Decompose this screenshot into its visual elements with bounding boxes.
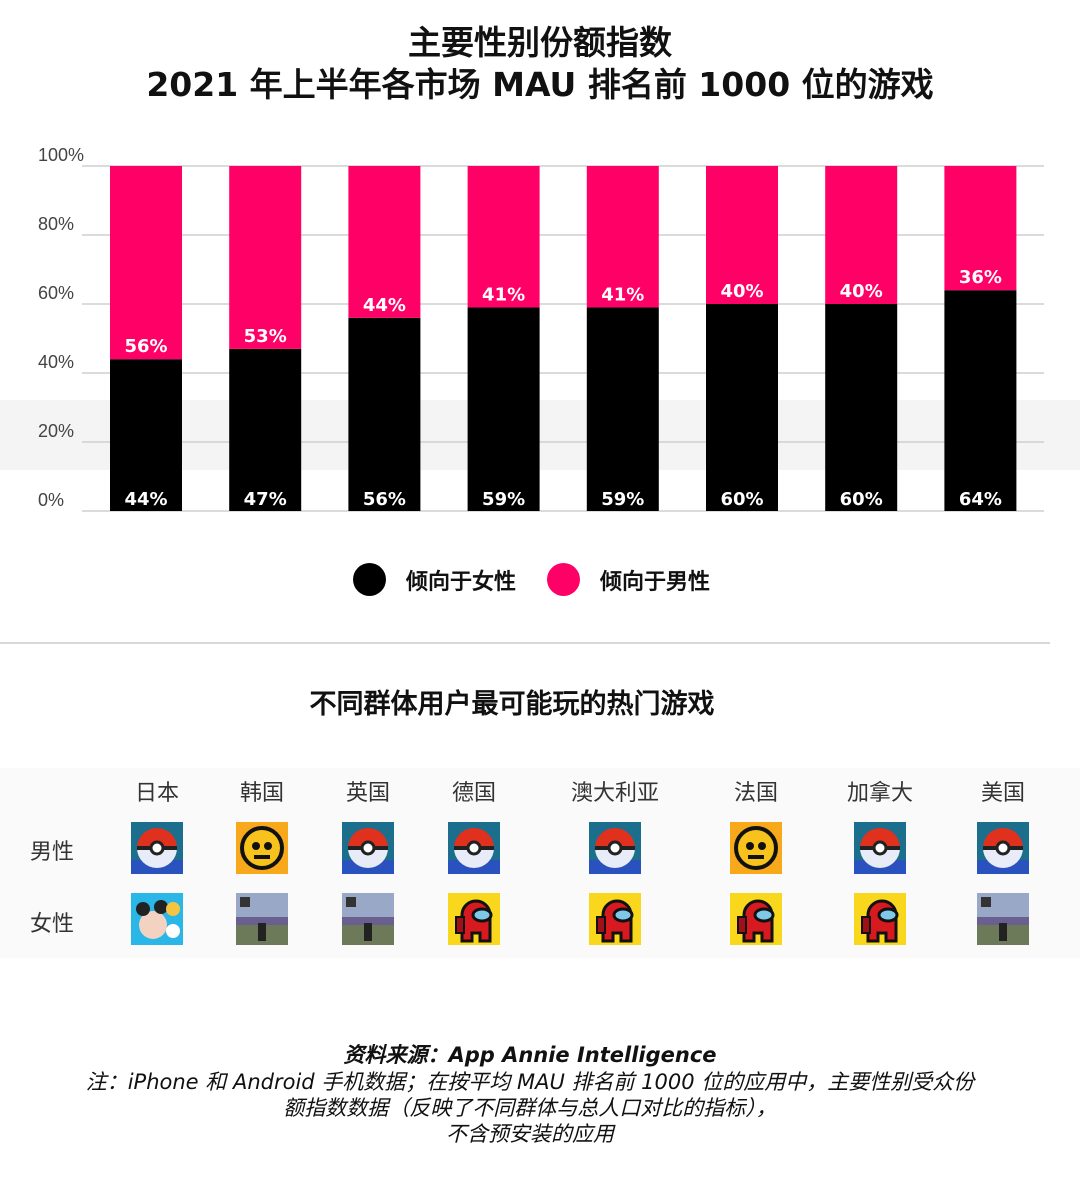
among-us-icon (730, 893, 782, 945)
data-label-male: 40% (720, 281, 763, 302)
legend-label-female: 倾向于女性 (406, 569, 517, 595)
row-label-female: 女性 (30, 912, 75, 937)
chart-subtitle: 2021 年上半年各市场 MAU 排名前 1000 位的游戏 (146, 65, 934, 104)
data-label-male: 41% (482, 284, 525, 305)
column-header: 英国 (345, 781, 391, 806)
y-tick-label: 100% (38, 145, 84, 165)
data-label-male: 56% (124, 336, 167, 357)
bar-male (586, 166, 659, 308)
bar-female (467, 307, 540, 511)
bar-female (825, 304, 898, 511)
legend-label-male: 倾向于男性 (600, 569, 711, 595)
data-label-male: 40% (840, 281, 883, 302)
bar-female (229, 348, 302, 511)
column-header: 日本 (134, 781, 180, 806)
pokemon-go-icon (589, 822, 641, 874)
row-label-male: 男性 (30, 840, 75, 865)
pokemon-go-icon (977, 822, 1029, 874)
bar-male (229, 166, 302, 349)
data-label-female: 44% (124, 489, 167, 510)
data-label-female: 56% (363, 489, 406, 510)
bar-female (586, 307, 659, 511)
note-line-3: 不含预安装的应用 (446, 1122, 614, 1146)
among-us-icon (854, 893, 906, 945)
bar-male (348, 166, 421, 318)
bar-male (825, 166, 898, 304)
source: 资料来源：App Annie Intelligence (343, 1043, 717, 1067)
divider (0, 642, 1050, 644)
bar-male (467, 166, 540, 308)
bar-female (110, 359, 182, 511)
data-label-female: 60% (840, 489, 883, 510)
data-label-female: 64% (959, 489, 1002, 510)
column-header: 加拿大 (846, 781, 914, 806)
data-label-female: 60% (720, 489, 763, 510)
bar-male (706, 166, 778, 304)
roblox-icon (236, 893, 288, 945)
data-label-male: 44% (363, 295, 406, 316)
chart-title: 主要性别份额指数 (408, 23, 672, 62)
pokemon-go-icon (448, 822, 500, 874)
y-tick-label: 20% (38, 421, 74, 441)
pokemon-go-icon (131, 822, 183, 874)
roblox-icon (977, 893, 1029, 945)
among-us-icon (448, 893, 500, 945)
data-label-male: 53% (244, 326, 287, 347)
bar-female (706, 304, 778, 511)
column-header: 德国 (451, 781, 497, 806)
note-line-2: 额指数数据（反映了不同群体与总人口对比的指标）， (283, 1096, 777, 1120)
brawl-stars-icon (236, 822, 288, 874)
data-label-male: 41% (601, 284, 644, 305)
pokemon-go-icon (854, 822, 906, 874)
bar-male (110, 166, 182, 360)
pokemon-go-icon (342, 822, 394, 874)
y-tick-label: 0% (38, 490, 64, 510)
y-tick-label: 80% (38, 214, 74, 234)
data-label-male: 36% (959, 267, 1002, 288)
column-header: 美国 (980, 781, 1026, 806)
roblox-icon (342, 893, 394, 945)
table-title: 不同群体用户最可能玩的热门游戏 (309, 689, 715, 720)
among-us-icon (589, 893, 641, 945)
note-line-1: 注：iPhone 和 Android 手机数据；在按平均 MAU 排名前 100… (85, 1070, 975, 1094)
legend-female: 倾向于女性 (353, 563, 516, 596)
column-header: 澳大利亚 (570, 781, 660, 806)
legend-swatch-female (353, 563, 386, 596)
tsum-tsum-icon (131, 893, 183, 945)
y-tick-label: 60% (38, 283, 74, 303)
data-label-female: 47% (244, 489, 287, 510)
column-header: 韩国 (239, 781, 285, 806)
legend-male: 倾向于男性 (547, 563, 710, 596)
bar-female (348, 317, 421, 511)
y-tick-label: 40% (38, 352, 74, 372)
data-label-female: 59% (482, 489, 525, 510)
column-header: 法国 (733, 781, 779, 806)
bar-male (944, 166, 1017, 291)
stacked-bar-chart: 0% 20% 40% 60% 80% 100% 44% 56% 47% 53% 56% 44% 59% 4… (38, 145, 1044, 512)
brawl-stars-icon (730, 822, 782, 874)
data-label-female: 59% (601, 489, 644, 510)
legend-swatch-male (547, 563, 580, 596)
bar-female (944, 290, 1017, 511)
